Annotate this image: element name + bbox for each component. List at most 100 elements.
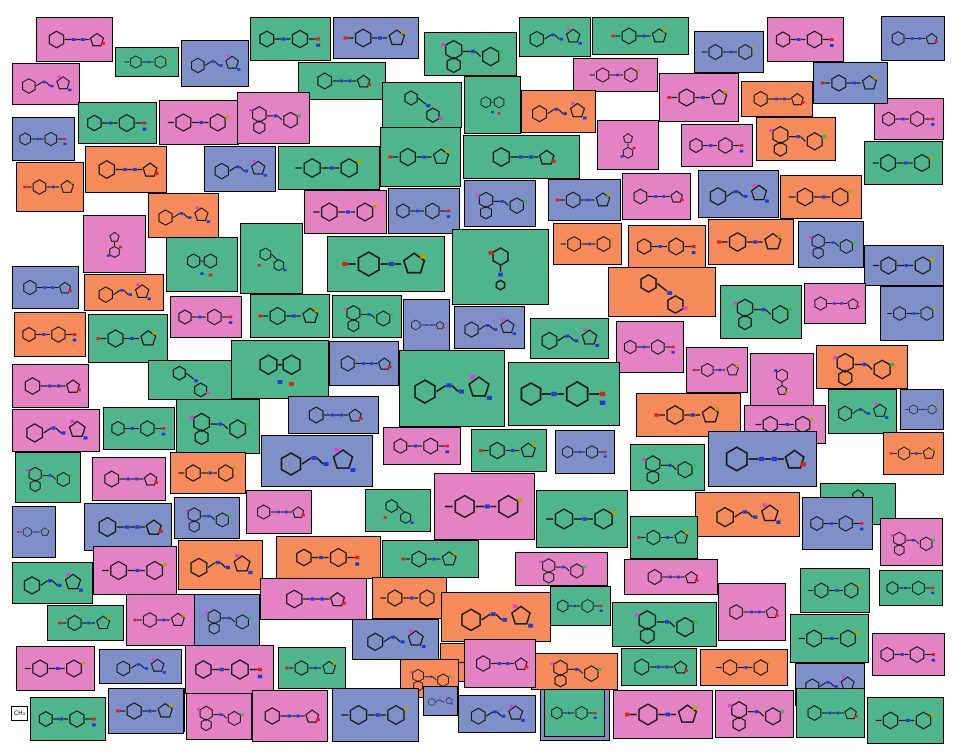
molecule-structure-icon bbox=[634, 658, 689, 676]
molecule-structure-icon bbox=[124, 55, 169, 69]
molecule-tile bbox=[879, 570, 943, 606]
molecule-structure-icon bbox=[441, 39, 503, 74]
molecule-structure-icon bbox=[22, 326, 77, 343]
molecule-tile bbox=[464, 76, 521, 134]
molecule-tile bbox=[333, 17, 419, 59]
molecule-structure-icon bbox=[882, 110, 935, 128]
molecule-structure-icon bbox=[889, 446, 936, 461]
molecule-tile bbox=[12, 409, 100, 452]
molecule-tile bbox=[126, 594, 195, 646]
molecule-tile bbox=[715, 690, 794, 738]
molecule-tile bbox=[12, 117, 75, 161]
molecule-structure-icon bbox=[633, 188, 684, 205]
molecule-tile bbox=[750, 353, 814, 409]
molecule-tile bbox=[790, 614, 869, 663]
molecule-structure-icon bbox=[634, 609, 698, 645]
molecule-structure-icon bbox=[709, 183, 769, 206]
molecule-structure-icon bbox=[833, 352, 895, 387]
molecule-tile bbox=[608, 267, 716, 317]
molecule-tile bbox=[659, 73, 739, 122]
molecule-structure-icon bbox=[257, 247, 287, 272]
molecule-structure-icon bbox=[546, 508, 617, 530]
molecule-structure-icon bbox=[461, 604, 533, 632]
molecule-tile bbox=[874, 98, 944, 140]
methyl-marker: CH₃ bbox=[11, 706, 28, 721]
molecule-structure-icon bbox=[96, 329, 157, 348]
molecule-tile bbox=[278, 647, 346, 689]
molecule-tile bbox=[329, 341, 399, 386]
molecule-structure-icon bbox=[886, 580, 935, 596]
molecule-structure-icon bbox=[367, 629, 426, 652]
molecule-structure-icon bbox=[636, 237, 696, 256]
molecule-structure-icon bbox=[296, 547, 360, 568]
molecule-structure-icon bbox=[562, 445, 607, 459]
molecule-tile bbox=[304, 190, 387, 234]
molecule-tile bbox=[463, 135, 580, 179]
molecule-structure-icon bbox=[393, 437, 449, 455]
molecule-structure-icon bbox=[520, 380, 606, 408]
molecule-tile bbox=[174, 497, 240, 539]
molecule-tile bbox=[458, 695, 536, 733]
molecule-structure-icon bbox=[167, 113, 230, 132]
molecule-tile bbox=[92, 457, 166, 501]
molecule-structure-icon bbox=[727, 700, 785, 732]
molecule-tile bbox=[237, 92, 310, 144]
molecule-structure-icon bbox=[204, 609, 252, 635]
molecule-tile bbox=[900, 389, 944, 430]
molecule-tile bbox=[246, 490, 312, 534]
molecule-structure-icon bbox=[444, 494, 523, 519]
molecule-structure-icon bbox=[654, 404, 720, 426]
molecule-structure-icon bbox=[891, 31, 939, 46]
molecule-tile bbox=[694, 31, 764, 73]
molecule-structure-icon bbox=[342, 251, 426, 277]
molecule-tile bbox=[372, 577, 447, 619]
molecule-structure-icon bbox=[280, 448, 356, 476]
molecule-structure-icon bbox=[196, 705, 244, 732]
molecule-tile bbox=[148, 360, 232, 400]
molecule-structure-icon bbox=[529, 27, 582, 48]
molecule-structure-icon bbox=[611, 27, 667, 45]
molecule-structure-icon bbox=[905, 404, 939, 415]
molecule-tile bbox=[288, 396, 379, 434]
molecule-structure-icon bbox=[23, 179, 75, 195]
molecule-structure-icon bbox=[637, 529, 689, 546]
molecule-tile bbox=[796, 688, 865, 738]
molecule-tile bbox=[718, 583, 786, 641]
molecule-tile bbox=[30, 697, 106, 741]
molecule-structure-icon bbox=[249, 105, 301, 135]
molecule-tile bbox=[88, 314, 168, 363]
molecule-tile bbox=[555, 430, 615, 474]
molecule-tile bbox=[382, 540, 479, 578]
molecule-structure-icon bbox=[640, 273, 688, 315]
molecule-structure-icon bbox=[116, 702, 174, 720]
molecule-structure-icon bbox=[214, 159, 267, 180]
molecule-structure-icon bbox=[404, 90, 443, 123]
molecule-structure-icon bbox=[87, 113, 147, 133]
molecule-tile bbox=[616, 321, 684, 373]
molecule-tile bbox=[383, 427, 461, 465]
molecule-structure-icon bbox=[798, 629, 860, 648]
molecule-structure-icon bbox=[401, 550, 457, 568]
molecule-structure-icon bbox=[623, 339, 675, 355]
molecule-structure-icon bbox=[532, 102, 587, 123]
molecule-structure-icon bbox=[341, 704, 409, 726]
molecule-tile bbox=[798, 221, 864, 268]
molecule-structure-icon bbox=[464, 318, 517, 338]
molecule-structure-icon bbox=[475, 655, 529, 672]
molecule-tile bbox=[700, 649, 788, 686]
molecule-tile bbox=[592, 17, 689, 55]
molecule-structure-icon bbox=[264, 707, 320, 725]
molecule-structure-icon bbox=[22, 75, 72, 94]
molecule-structure-icon bbox=[642, 455, 696, 485]
molecule-tile bbox=[261, 435, 373, 487]
molecule-structure-icon bbox=[725, 446, 806, 472]
molecule-structure-icon bbox=[814, 296, 860, 311]
molecule-tile bbox=[14, 312, 86, 357]
molecule-tile bbox=[424, 32, 517, 76]
molecule-tile bbox=[613, 690, 713, 739]
molecule-tile bbox=[399, 350, 505, 427]
molecule-structure-icon bbox=[479, 441, 537, 460]
molecule-structure-icon bbox=[774, 368, 789, 395]
molecule-tile bbox=[867, 697, 944, 744]
